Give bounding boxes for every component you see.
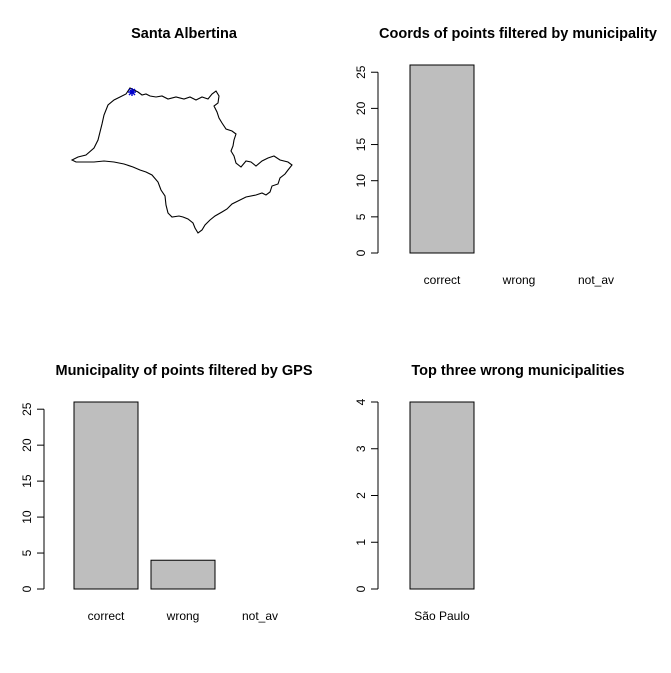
top-y-tick-label: 2	[354, 492, 368, 499]
top-bar-s-o-paulo	[409, 401, 475, 590]
top-y-tick-label: 0	[354, 585, 368, 592]
coords-y-tick-label: 25	[354, 65, 368, 79]
coords-y-tick-label: 10	[354, 174, 368, 188]
gps-bar-correct	[73, 401, 139, 590]
gps-y-tick-label: 15	[20, 474, 34, 488]
gps-category-label: not_av	[242, 609, 278, 623]
map-panel: Santa Albertina	[70, 26, 293, 234]
gps-y-tick-label: 20	[20, 438, 34, 452]
coords-y-tick-label: 5	[354, 213, 368, 220]
gps-y-tick-label: 25	[20, 402, 34, 416]
gps-y-tick-label: 0	[20, 585, 34, 592]
top-y-tick-label: 1	[354, 539, 368, 546]
gps-y-tick-label: 10	[20, 510, 34, 524]
coords-y-tick-label: 20	[354, 101, 368, 115]
gps-category-label: correct	[88, 609, 125, 623]
top-wrong-chart: Top three wrong municipalities 0 1 2 3 4 São …	[354, 363, 625, 623]
coords-bar-correct	[409, 64, 475, 254]
state-outline	[70, 87, 293, 234]
location-marker	[128, 88, 136, 96]
gps-bar-wrong	[150, 559, 216, 590]
top-y-tick-label: 4	[354, 398, 368, 405]
gps-chart-title: Municipality of points filtered by GPS	[56, 363, 313, 379]
top-y-tick-label: 3	[354, 445, 368, 452]
top-wrong-chart-title: Top three wrong municipalities	[411, 363, 624, 379]
map-title: Santa Albertina	[131, 26, 238, 42]
coords-y-tick-label: 15	[354, 138, 368, 152]
coords-chart: Coords of points filtered by municipalit…	[354, 26, 657, 287]
coords-category-label: wrong	[502, 273, 536, 287]
coords-category-label: correct	[424, 273, 461, 287]
gps-y-tick-label: 5	[20, 549, 34, 556]
gps-category-label: wrong	[166, 609, 200, 623]
gps-chart: Municipality of points filtered by GPS 0…	[20, 363, 313, 623]
coords-category-label: not_av	[578, 273, 614, 287]
coords-chart-title: Coords of points filtered by municipalit…	[379, 26, 657, 42]
top-category-label: São Paulo	[414, 609, 470, 623]
coords-y-tick-label: 0	[354, 249, 368, 256]
